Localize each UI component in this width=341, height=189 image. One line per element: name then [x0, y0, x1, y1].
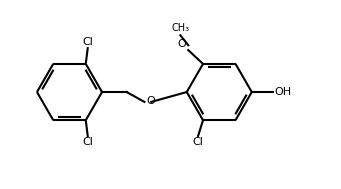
Text: CH₃: CH₃: [171, 23, 189, 33]
Text: O: O: [178, 39, 186, 49]
Text: Cl: Cl: [82, 37, 93, 47]
Text: Cl: Cl: [193, 137, 204, 147]
Text: O: O: [146, 96, 155, 106]
Text: OH: OH: [275, 87, 292, 97]
Text: Cl: Cl: [82, 137, 93, 147]
